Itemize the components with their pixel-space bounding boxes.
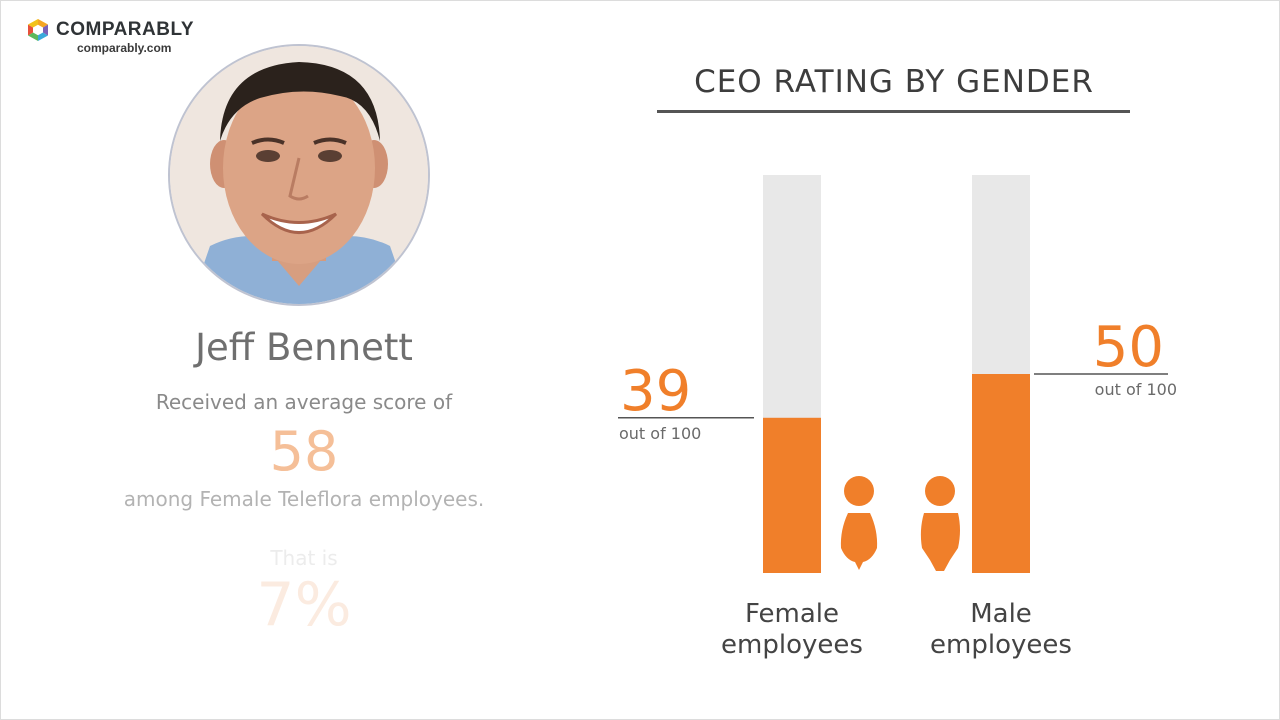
comparably-logo[interactable]: COMPARABLY comparably.com	[26, 18, 194, 55]
category-label: employees	[930, 630, 1072, 660]
that-is-label: That is	[270, 546, 338, 570]
ceo-portrait-image	[170, 46, 428, 304]
logo-url: comparably.com	[77, 41, 172, 55]
chart-title-underline	[657, 110, 1130, 113]
male-person-icon	[920, 476, 960, 571]
chart-title: CEO RATING BY GENDER	[694, 64, 1094, 100]
value-suffix-label: out of 100	[619, 424, 701, 443]
bar-fill	[972, 374, 1030, 573]
value-label: 50	[1093, 315, 1164, 380]
average-score-value: 58	[269, 420, 339, 483]
category-label: Male	[970, 599, 1032, 629]
logo-wordmark: COMPARABLY	[56, 19, 195, 40]
ceo-name: Jeff Bennett	[195, 326, 413, 369]
ceo-portrait	[168, 44, 430, 306]
category-label: employees	[721, 630, 863, 660]
average-score-label: Received an average score of	[155, 390, 453, 414]
category-label: Female	[745, 599, 839, 629]
female-person-icon	[840, 476, 878, 570]
value-label: 39	[620, 359, 691, 424]
percent-value: 7%	[256, 570, 352, 640]
comparably-mark-icon	[28, 19, 48, 41]
bar-fill	[763, 417, 821, 573]
score-context-text: among Female Teleflora employees.	[123, 487, 485, 511]
value-suffix-label: out of 100	[1095, 380, 1177, 399]
